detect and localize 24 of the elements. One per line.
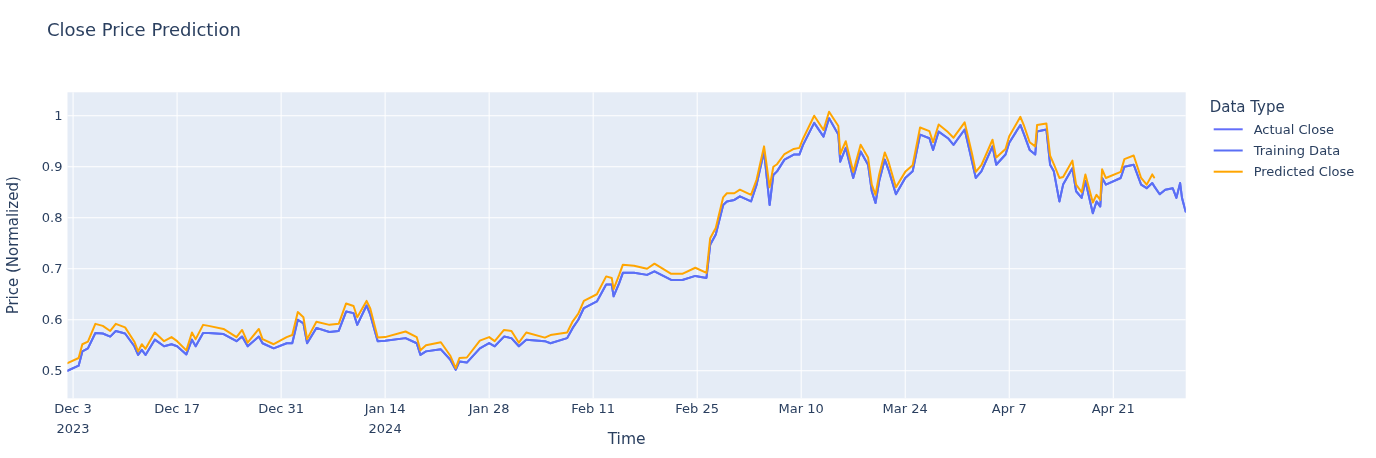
y-tick-label: 0.6: [41, 312, 63, 328]
x-axis-title: Time: [606, 430, 646, 448]
x-tick-label: Mar 10: [778, 401, 824, 417]
chart-title: Close Price Prediction: [47, 19, 241, 40]
y-tick-label: 0.7: [41, 261, 63, 277]
y-axis-title: Price (Normalized): [4, 176, 22, 315]
x-tick-label: Dec 3 2023: [54, 401, 92, 437]
x-tick-label: Apr 21: [1091, 401, 1135, 417]
x-tick-label: Feb 25: [675, 401, 720, 417]
x-tick-label: Jan 14 2024: [363, 401, 406, 437]
x-tick-label: Mar 24: [882, 401, 928, 417]
y-tick-label: 0.5: [41, 363, 63, 379]
y-tick-label: 1: [54, 108, 63, 124]
legend-label: Training Data: [1252, 143, 1341, 159]
legend-title: Data Type: [1209, 98, 1285, 117]
legend-label: Predicted Close: [1253, 164, 1355, 180]
y-tick-label: 0.8: [41, 210, 63, 226]
x-tick-label: Apr 7: [991, 401, 1027, 417]
y-tick-label: 0.9: [41, 159, 63, 175]
x-tick-label: Dec 31: [258, 401, 305, 417]
x-tick-label: Feb 11: [571, 401, 616, 417]
x-tick-label: Dec 17: [154, 401, 201, 417]
x-tick-label: Jan 28: [467, 401, 510, 417]
legend-label: Actual Close: [1253, 121, 1334, 137]
